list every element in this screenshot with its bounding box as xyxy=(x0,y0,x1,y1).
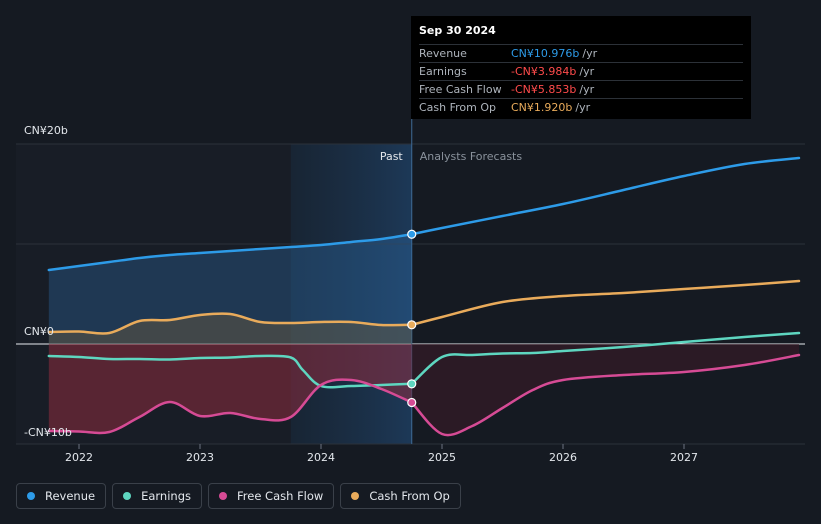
free-cash-flow-marker xyxy=(407,397,417,408)
tooltip-label: Free Cash Flow xyxy=(419,83,502,96)
tooltip-value: -CN¥3.984b xyxy=(511,65,577,78)
data-tooltip: Sep 30 2024 Revenue CN¥10.976b /yr Earni… xyxy=(411,16,751,119)
revenue-line-forecast xyxy=(410,156,801,236)
revenue-marker xyxy=(407,229,417,239)
y-tick-label: -CN¥10b xyxy=(24,426,72,439)
y-tick-label: CN¥20b xyxy=(24,124,68,137)
x-tick-label: 2023 xyxy=(186,451,214,464)
legend-dot-icon xyxy=(351,492,360,500)
x-tick-label: 2024 xyxy=(307,451,335,464)
x-tick-label: 2027 xyxy=(670,451,698,464)
tooltip-label: Earnings xyxy=(419,65,467,78)
forecast-label: Analysts Forecasts xyxy=(420,150,523,163)
tooltip-unit: /yr xyxy=(579,65,595,78)
x-tick-label: 2025 xyxy=(428,451,456,464)
legend-item-revenue[interactable]: Revenue xyxy=(16,483,107,509)
tooltip-row-free-cash-flow: Free Cash Flow -CN¥5.853b /yr xyxy=(419,80,743,98)
legend-label: Revenue xyxy=(45,489,96,503)
tooltip-unit: /yr xyxy=(582,47,598,60)
chart-legend: Revenue Earnings Free Cash Flow Cash Fro… xyxy=(16,483,461,509)
revenue-line-past xyxy=(47,232,414,272)
legend-dot-icon xyxy=(123,492,132,500)
revenue-area xyxy=(48,234,412,344)
tooltip-value: -CN¥5.853b xyxy=(511,83,577,96)
earnings-line-forecast xyxy=(410,331,801,386)
cash-from-op-line-past xyxy=(47,312,414,335)
legend-dot-icon xyxy=(27,492,35,500)
legend-item-cash-from-op[interactable]: Cash From Op xyxy=(340,483,461,509)
financials-chart: CN¥20b CN¥0 -CN¥10b 2022 2023 2024 2025 2026 202… xyxy=(16,16,805,464)
tooltip-label: Revenue xyxy=(419,47,467,60)
tooltip-value: CN¥1.920b xyxy=(511,101,573,114)
tooltip-row-cash-from-op: Cash From Op CN¥1.920b /yr xyxy=(419,98,743,116)
forecast-negative-area xyxy=(411,344,799,436)
legend-item-earnings[interactable]: Earnings xyxy=(112,483,202,509)
tooltip-row-revenue: Revenue CN¥10.976b /yr xyxy=(419,44,743,62)
negative-cashflow-area xyxy=(48,344,412,433)
legend-label: Free Cash Flow xyxy=(237,489,324,503)
earnings-line-past xyxy=(47,354,414,389)
legend-item-free-cash-flow[interactable]: Free Cash Flow xyxy=(208,483,335,509)
tooltip-unit: /yr xyxy=(575,101,591,114)
tooltip-label: Cash From Op xyxy=(419,101,497,114)
earnings-marker xyxy=(407,379,417,389)
x-tick-label: 2022 xyxy=(65,451,93,464)
cash-from-op-marker xyxy=(407,320,417,330)
tooltip-date: Sep 30 2024 xyxy=(419,24,496,37)
legend-label: Cash From Op xyxy=(369,489,450,503)
x-tick-label: 2026 xyxy=(549,451,577,464)
past-label: Past xyxy=(380,150,404,163)
free-cash-flow-line-past xyxy=(47,378,414,435)
legend-dot-icon xyxy=(219,492,227,500)
y-tick-label: CN¥0 xyxy=(24,325,54,338)
tooltip-unit: /yr xyxy=(579,83,595,96)
free-cash-flow-line-forecast xyxy=(410,353,801,437)
tooltip-value: CN¥10.976b xyxy=(511,47,580,60)
cash-from-op-line-forecast xyxy=(410,279,801,327)
legend-label: Earnings xyxy=(141,489,191,503)
tooltip-row-earnings: Earnings -CN¥3.984b /yr xyxy=(419,62,743,80)
